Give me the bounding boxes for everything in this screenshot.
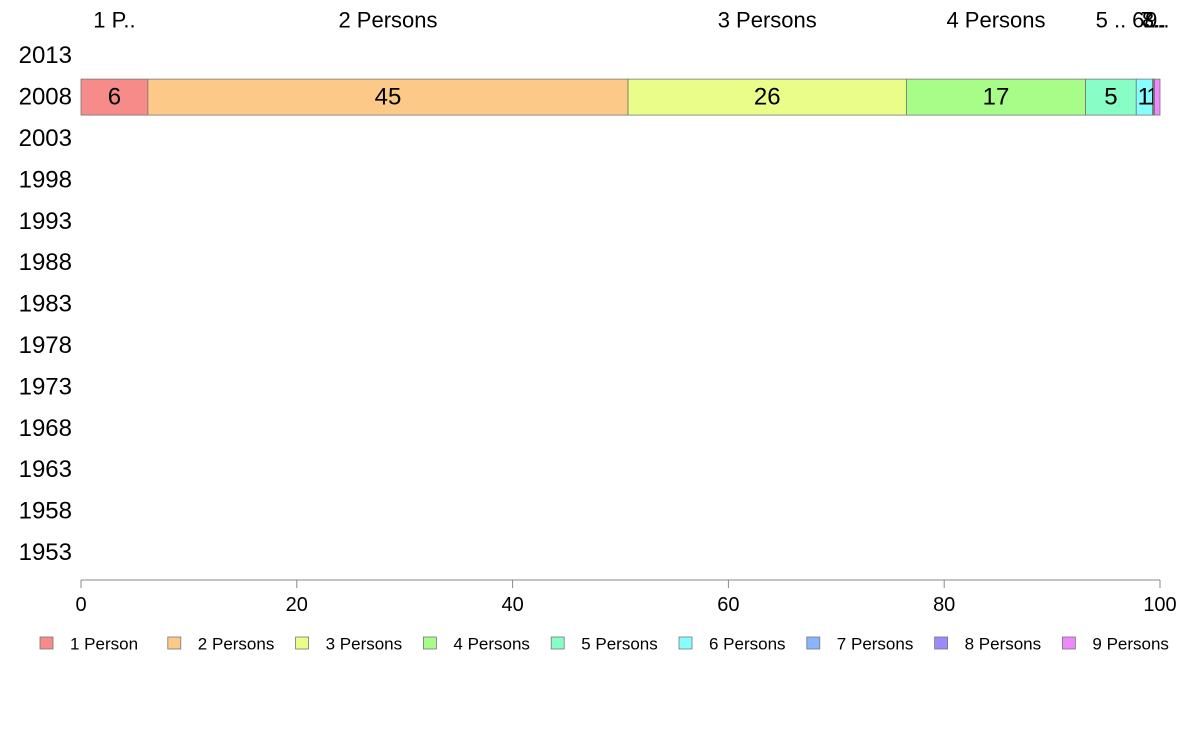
legend-label: 6 Persons (709, 635, 786, 654)
series-top-label: 2 Persons (338, 8, 437, 33)
legend-item: 5 Persons (550, 635, 658, 654)
legend-item: 4 Persons (422, 635, 530, 654)
legend-label: 3 Persons (326, 635, 403, 654)
y-tick-label: 1968 (19, 415, 72, 442)
y-tick-label: 1973 (19, 373, 72, 400)
y-tick-label: 1993 (19, 208, 72, 235)
y-tick-label: 2003 (19, 125, 72, 152)
y-axis: 2013 2008 2003 1998 1993 1988 1983 1978 1973 1968… (19, 42, 72, 566)
series-top-label: 7.. (1141, 8, 1165, 33)
y-tick-label: 1978 (19, 332, 72, 359)
legend-item: 2 Persons (167, 635, 275, 654)
series-top-label: 1 P.. (93, 8, 135, 33)
series-top-label: 4 Persons (946, 8, 1045, 33)
legend-swatch (167, 636, 182, 650)
y-tick-label: 1988 (19, 249, 72, 276)
segment-value-label: 5 (1104, 84, 1117, 111)
legend-item: 1 Person (39, 635, 138, 654)
series-top-label: 3 Persons (718, 8, 817, 33)
x-tick-label: 100 (1143, 594, 1176, 616)
legend-label: 7 Persons (837, 635, 914, 654)
series-top-label: 9.. (1145, 8, 1169, 33)
legend-label: 5 Persons (581, 635, 658, 654)
bar-segment (627, 78, 907, 116)
series-top-label: 8.. (1142, 8, 1166, 33)
legend-label: 4 Persons (453, 635, 530, 654)
x-tick-label: 80 (933, 594, 955, 616)
series-top-label: 6.. (1132, 8, 1156, 33)
series-top-labels: 1 P.. 2 Persons 3 Persons 4 Persons 5 .. 6..7… (93, 8, 1169, 33)
legend-swatch (550, 636, 565, 650)
x-tick-label: 20 (286, 594, 308, 616)
y-tick-label: 2013 (19, 42, 72, 69)
legend-item: 7 Persons (806, 635, 914, 654)
legend-item: 3 Persons (295, 635, 403, 654)
y-tick-label: 1963 (19, 456, 72, 483)
x-tick-label: 0 (75, 594, 86, 616)
x-tick-label: 40 (501, 594, 523, 616)
legend-label: 1 Person (70, 635, 138, 654)
bar-segment (906, 78, 1086, 116)
y-tick-label: 1983 (19, 291, 72, 318)
y-tick-label: 1958 (19, 498, 72, 525)
bar-segment (1085, 78, 1137, 116)
legend-label: 9 Persons (1092, 635, 1169, 654)
legend: 1 Person 2 Persons 3 Persons 4 Persons 5 Per… (39, 635, 1169, 654)
legend-swatch (934, 636, 948, 650)
series-top-label: 5 .. (1096, 8, 1127, 33)
legend-label: 8 Persons (965, 635, 1042, 654)
legend-swatch (422, 636, 437, 650)
legend-swatch (39, 636, 54, 650)
bar-segment (1154, 78, 1161, 116)
legend-swatch (295, 636, 310, 650)
legend-item: 8 Persons (934, 635, 1042, 654)
segment-value-label: 45 (375, 84, 402, 111)
y-tick-label: 1998 (19, 166, 72, 193)
y-tick-label: 2008 (19, 84, 72, 111)
y-tick-label: 1953 (19, 539, 72, 566)
x-axis: 0 20 40 60 80 100 (75, 579, 1177, 616)
legend-item: 9 Persons (1062, 635, 1169, 654)
legend-swatch (1062, 636, 1076, 650)
segment-value-label: 26 (754, 84, 781, 111)
legend-swatch (678, 636, 693, 650)
legend-label: 2 Persons (198, 635, 275, 654)
legend-swatch (806, 636, 821, 650)
x-tick-label: 60 (717, 594, 739, 616)
bar-segment (147, 78, 629, 116)
legend-item: 6 Persons (678, 635, 786, 654)
bars: 6 45 26 17 5 11 (80, 78, 1161, 116)
segment-value-label: 6 (108, 84, 121, 111)
segment-value-label: 17 (983, 84, 1010, 111)
segment-value-label: 1 (1138, 84, 1151, 111)
